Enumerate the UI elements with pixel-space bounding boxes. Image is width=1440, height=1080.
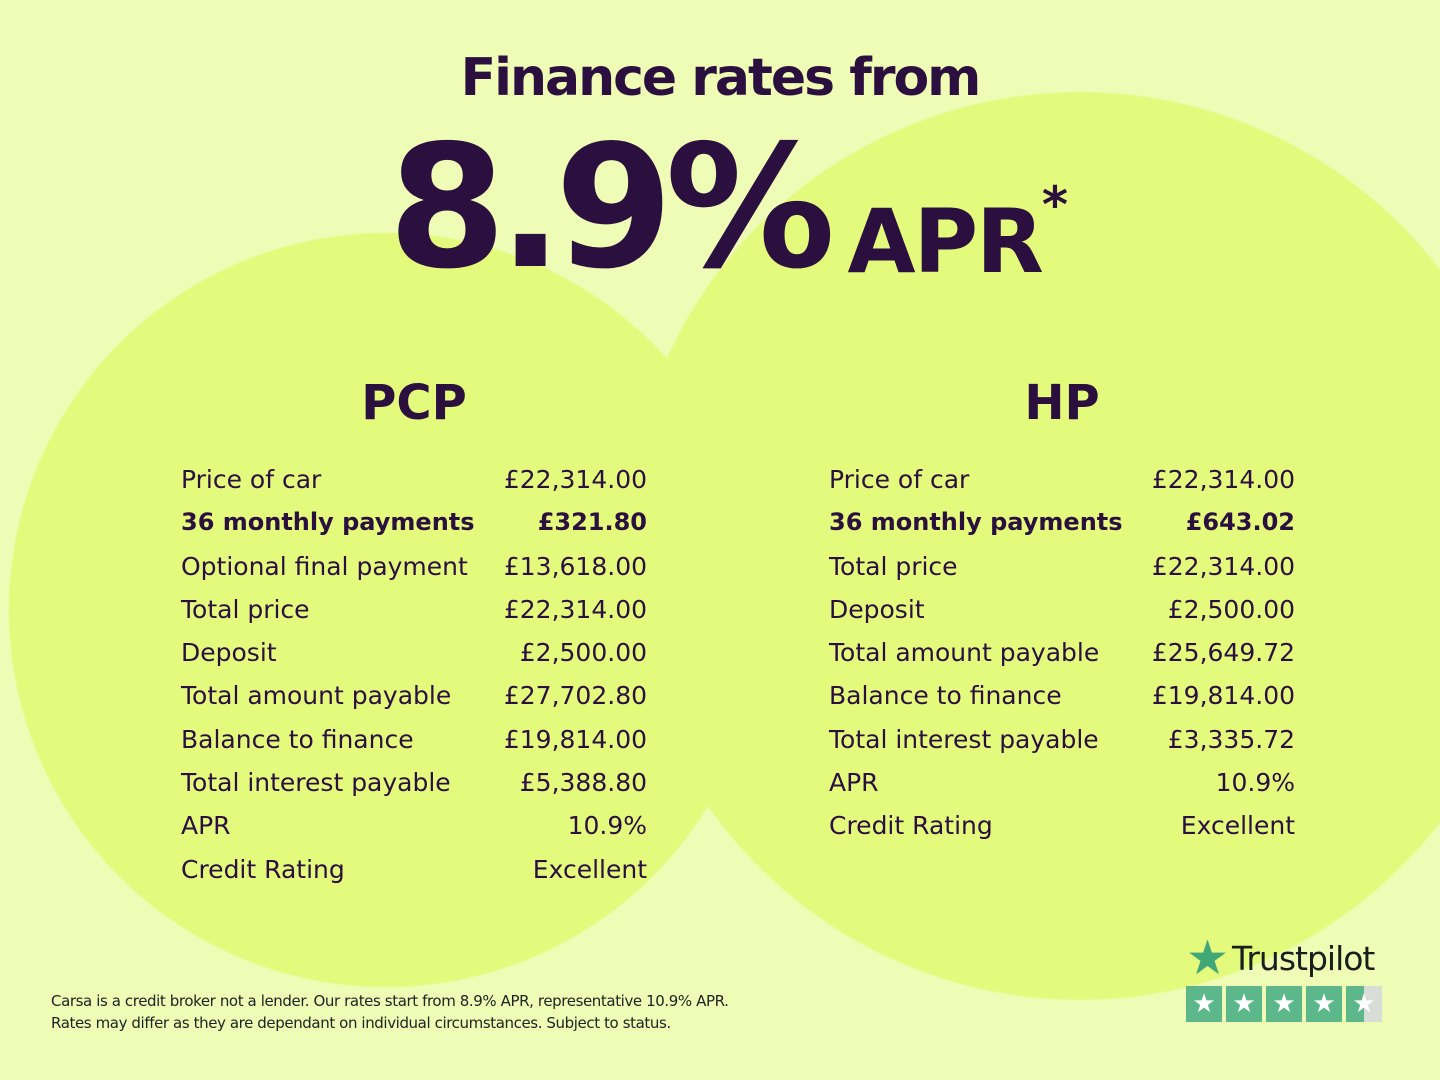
row-value: £19,814.00 [1151, 681, 1295, 711]
table-row: Total interest payable £5,388.80 [181, 761, 647, 804]
row-label: Total amount payable [829, 638, 1100, 668]
table-row: Total amount payable £27,702.80 [181, 674, 647, 717]
row-label: Deposit [829, 594, 925, 624]
row-label: Price of car [829, 465, 970, 494]
table-row: Credit Rating Excellent [181, 848, 647, 891]
row-label: Total price [829, 551, 958, 581]
table-row: Deposit £2,500.00 [829, 588, 1295, 631]
row-label: Total price [181, 594, 310, 624]
row-label: Balance to finance [181, 724, 414, 754]
table-row: Price of car £22,314.00 [181, 458, 647, 501]
trustpilot-rating: ★ ★ ★ ★ ★ [1186, 986, 1382, 1022]
hp-table: HP Price of car £22,314.00 36 monthly paym… [829, 372, 1295, 848]
row-label: 36 monthly payments [829, 508, 1123, 537]
row-label: APR [181, 811, 231, 841]
row-label: Price of car [181, 465, 322, 494]
table-row: 36 monthly payments £643.02 [829, 501, 1295, 544]
row-value: £19,814.00 [503, 724, 647, 754]
row-value: £22,314.00 [503, 465, 647, 494]
row-value: £643.02 [1185, 508, 1295, 537]
pcp-table: PCP Price of car £22,314.00 36 monthly pay… [181, 372, 647, 891]
row-value: Excellent [532, 854, 647, 884]
table-row: Optional final payment £13,618.00 [181, 545, 647, 588]
row-label: APR [829, 768, 879, 798]
row-value: £22,314.00 [1151, 465, 1295, 494]
table-row: Total price £22,314.00 [829, 545, 1295, 588]
pcp-title: PCP [361, 375, 467, 431]
table-row: 36 monthly payments £321.80 [181, 501, 647, 544]
row-label: Total interest payable [181, 768, 451, 798]
row-value: £5,388.80 [519, 768, 647, 798]
row-value: 10.9% [1215, 768, 1295, 798]
rating-star-icon: ★ [1306, 986, 1342, 1022]
row-value: 10.9% [567, 811, 647, 841]
row-value: £22,314.00 [1151, 551, 1295, 581]
row-value: £25,649.72 [1151, 638, 1295, 668]
table-row: Price of car £22,314.00 [829, 458, 1295, 501]
disclaimer-line-1: Carsa is a credit broker not a lender. O… [51, 992, 729, 1010]
rating-star-icon: ★ [1346, 986, 1382, 1022]
row-label: Credit Rating [829, 811, 993, 841]
row-value: £13,618.00 [503, 551, 647, 581]
row-label: Total interest payable [829, 724, 1099, 754]
hp-rows: Price of car £22,314.00 36 monthly payment… [829, 458, 1295, 848]
rate-suffix: APR [847, 190, 1043, 293]
row-label: Optional final payment [181, 551, 468, 581]
table-row: Total interest payable £3,335.72 [829, 718, 1295, 761]
row-label: Credit Rating [181, 854, 345, 884]
disclaimer: Carsa is a credit broker not a lender. O… [51, 990, 729, 1034]
row-label: Balance to finance [829, 681, 1062, 711]
row-label: Total amount payable [181, 681, 452, 711]
table-row: Balance to finance £19,814.00 [181, 718, 647, 761]
pcp-rows: Price of car £22,314.00 36 monthly payment… [181, 458, 647, 891]
table-row: APR 10.9% [829, 761, 1295, 804]
table-row: APR 10.9% [181, 804, 647, 847]
rate-asterisk: * [1041, 176, 1069, 234]
headline: Finance rates from [460, 48, 982, 108]
row-value: £2,500.00 [1167, 594, 1295, 624]
table-row: Total amount payable £25,649.72 [829, 631, 1295, 674]
rating-star-icon: ★ [1226, 986, 1262, 1022]
disclaimer-line-2: Rates may differ as they are dependant o… [51, 1014, 671, 1032]
trustpilot-badge[interactable]: ★ Trustpilot ★ ★ ★ ★ ★ [1186, 930, 1382, 1022]
table-row: Balance to finance £19,814.00 [829, 674, 1295, 717]
table-row: Deposit £2,500.00 [181, 631, 647, 674]
row-value: £2,500.00 [519, 638, 647, 668]
row-label: Deposit [181, 638, 277, 668]
row-value: Excellent [1180, 811, 1295, 841]
rate-value: 8.9% [388, 109, 835, 307]
table-row: Total price £22,314.00 [181, 588, 647, 631]
trustpilot-name: Trustpilot [1232, 938, 1375, 978]
rating-star-icon: ★ [1186, 986, 1222, 1022]
trustpilot-star-icon: ★ [1186, 930, 1229, 986]
rating-star-icon: ★ [1266, 986, 1302, 1022]
hp-title: HP [1024, 375, 1100, 431]
row-value: £321.80 [537, 508, 647, 537]
row-value: £3,335.72 [1167, 724, 1295, 754]
row-value: £22,314.00 [503, 594, 647, 624]
table-row: Credit Rating Excellent [829, 804, 1295, 847]
row-value: £27,702.80 [503, 681, 647, 711]
rate-display: 8.9% APR * [388, 109, 1069, 307]
row-label: 36 monthly payments [181, 508, 475, 537]
